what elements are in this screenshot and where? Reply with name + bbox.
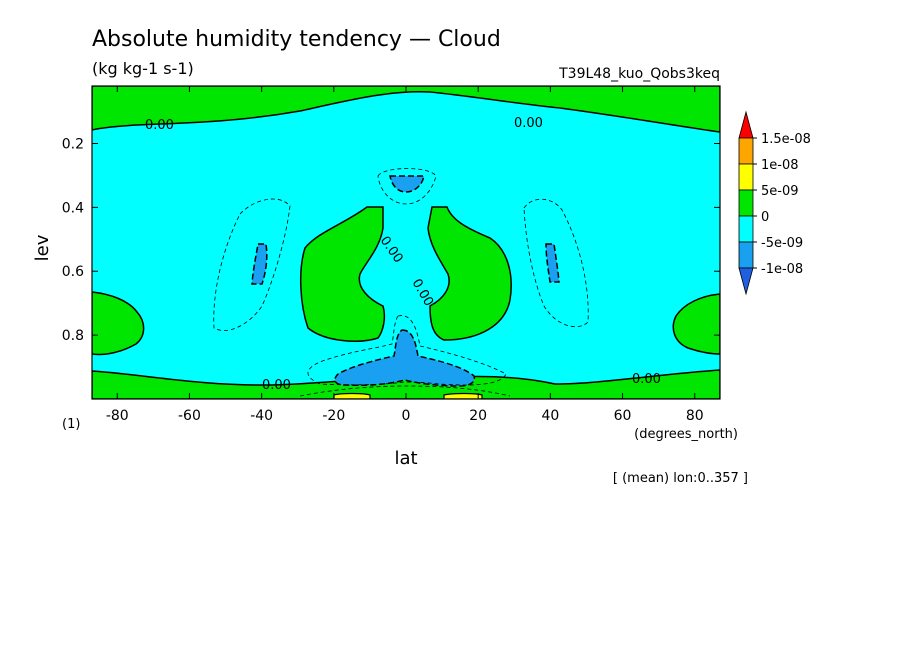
colorbar-swatch — [738, 241, 754, 269]
contour-label: 0.00 — [632, 372, 661, 387]
right-edge-positive-region — [672, 293, 720, 355]
chart-title: Absolute humidity tendency — Cloud — [92, 27, 501, 52]
upper-negative-patch — [389, 175, 425, 193]
dashed-contours — [213, 168, 589, 397]
colorbar-label: 5e-09 — [761, 184, 799, 199]
y-axis: 0.2 0.4 0.6 0.8 — [62, 136, 720, 344]
x-tick-label: -20 — [322, 408, 345, 424]
chart-units: (kg kg-1 s-1) — [92, 59, 194, 78]
right-negative-patch — [545, 243, 560, 283]
colorbar-label: 0 — [761, 210, 769, 225]
x-tick-label: 20 — [469, 408, 487, 424]
contour-label: 0.00 — [514, 116, 543, 131]
y-axis-label: lev — [32, 234, 53, 261]
y-tick-label: 0.2 — [62, 136, 84, 152]
right-yellow-patch — [443, 392, 483, 399]
y-tick-label: 0.4 — [62, 200, 84, 216]
y-tick-label: 0.6 — [62, 264, 84, 280]
x-tick-label: -60 — [178, 408, 201, 424]
x-tick-label: 80 — [686, 408, 704, 424]
x-tick-label: 0 — [402, 408, 411, 424]
colorbar-label: -1e-08 — [761, 262, 803, 277]
plot-area: 0.00 0.00 0.00 0.00 0.00 0.00 — [92, 86, 720, 399]
x-tick-label: 60 — [614, 408, 632, 424]
contour-label: 0.00 — [145, 118, 174, 133]
left-edge-positive-region — [92, 291, 145, 356]
lower-negative-patch — [334, 329, 476, 387]
x-axis-label: lat — [394, 448, 417, 469]
top-positive-region — [92, 86, 720, 133]
colorbar-swatch — [738, 163, 754, 191]
central-positive-region — [299, 206, 512, 342]
x-tick-label: -80 — [106, 408, 129, 424]
colorbar-label: -5e-09 — [761, 236, 803, 251]
x-tick-label: -40 — [250, 408, 273, 424]
x-tick-label: 40 — [541, 408, 559, 424]
colorbar-swatch — [738, 189, 754, 217]
colorbar-min-arrow — [738, 267, 754, 296]
colorbar-label: 1e-08 — [761, 158, 799, 173]
y-tick-label: 0.8 — [62, 328, 84, 344]
x-axis: -80 -60 -40 -20 0 20 40 60 80 — [106, 86, 704, 424]
x-units-label: (degrees_north) — [634, 427, 738, 442]
footnote: [ (mean) lon:0..357 ] — [613, 471, 748, 486]
colorbar-label: 1.5e-08 — [761, 132, 811, 147]
experiment-label: T39L48_kuo_Qobs3keq — [558, 66, 720, 82]
left-negative-patch — [251, 243, 268, 285]
colorbar-swatch — [738, 137, 754, 165]
left-yellow-patch — [333, 392, 371, 399]
contour-label: 0.00 — [262, 378, 291, 393]
colorbar: 1.5e-08 1e-08 5e-09 0 -5e-09 -1e-08 — [738, 110, 811, 296]
colorbar-swatch — [738, 215, 754, 243]
y-units-label: (1) — [62, 417, 80, 432]
colorbar-max-arrow — [738, 110, 754, 139]
